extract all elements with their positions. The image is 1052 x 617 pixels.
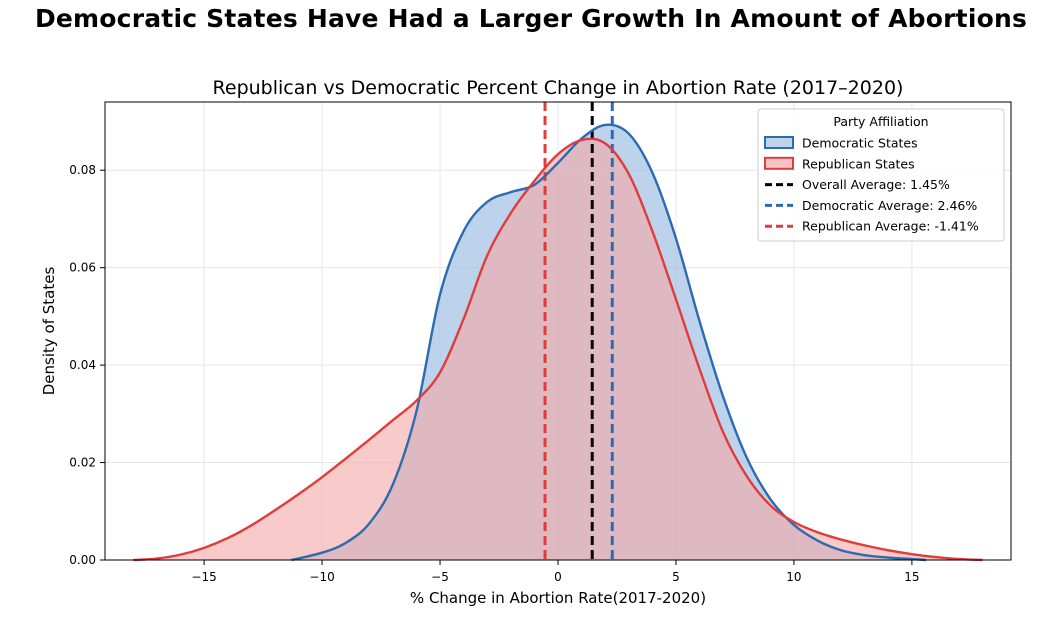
legend-entry: Democratic States xyxy=(802,136,918,151)
y-tick-label: 0.00 xyxy=(69,553,96,567)
y-tick-label: 0.04 xyxy=(69,358,96,372)
plot-title: Republican vs Democratic Percent Change … xyxy=(213,77,904,99)
legend-entry: Democratic Average: 2.46% xyxy=(802,198,977,213)
x-tick-label: 0 xyxy=(554,570,562,584)
y-axis-label: Density of States xyxy=(40,267,58,396)
series-fill-republican xyxy=(133,138,983,560)
y-tick-label: 0.06 xyxy=(69,261,96,275)
figure-suptitle: Democratic States Have Had a Larger Grow… xyxy=(34,4,1028,33)
series-lines xyxy=(133,123,983,562)
x-tick-label: 15 xyxy=(904,570,919,584)
series-line-republican xyxy=(133,137,983,562)
legend-swatch xyxy=(764,156,794,170)
y-tick-label: 0.08 xyxy=(69,163,96,177)
legend-entry: Republican Average: -1.41% xyxy=(802,219,979,234)
x-tick-label: −5 xyxy=(431,570,449,584)
x-tick-label: −10 xyxy=(309,570,334,584)
x-tick-label: 5 xyxy=(672,570,680,584)
average-lines xyxy=(543,102,614,560)
legend-entry: Overall Average: 1.45% xyxy=(802,177,950,192)
x-axis-label: % Change in Abortion Rate(2017-2020) xyxy=(410,589,706,607)
legend-box xyxy=(757,108,1005,242)
fill-layer xyxy=(133,124,983,560)
x-tick-label: 10 xyxy=(786,570,801,584)
y-tick-label: 0.02 xyxy=(69,456,96,470)
tick-layer: −15 −10 −5 0 5 10 15 0.00 0.02 0.04 0.06 0.08 xyxy=(69,163,919,584)
x-tick-label: −15 xyxy=(191,570,216,584)
legend-entry: Republican States xyxy=(802,156,915,171)
series-line-democratic xyxy=(291,123,927,562)
legend-title: Party Affiliation xyxy=(833,114,928,129)
legend-swatch xyxy=(764,136,794,149)
legend: Party Affiliation Democratic States Republ… xyxy=(757,108,1005,242)
